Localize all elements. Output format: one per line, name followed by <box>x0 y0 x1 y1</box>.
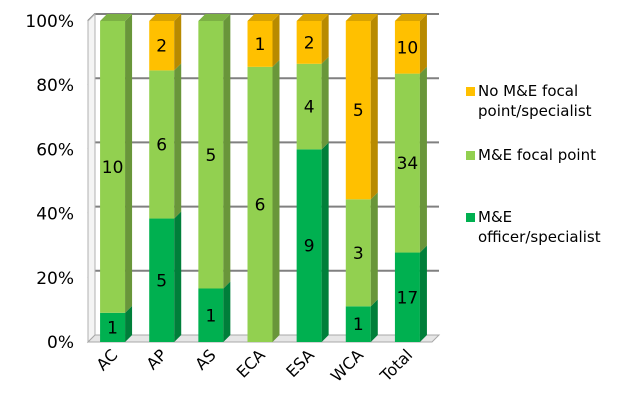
bar-segment-side <box>174 63 182 219</box>
bar-segment-side <box>370 192 378 307</box>
data-label: 3 <box>353 244 364 264</box>
data-label: 1 <box>255 35 266 55</box>
data-label: 10 <box>102 158 124 178</box>
bar-segment-side <box>125 305 133 342</box>
bar-segment <box>198 21 224 289</box>
bar-segment <box>296 63 322 150</box>
bar-segment-side <box>272 14 280 67</box>
bars <box>100 14 427 342</box>
bar-segment-side <box>321 14 329 64</box>
bar-segment <box>198 288 224 342</box>
legend: No M&E focal point/specialist M&E focal po… <box>466 82 601 246</box>
data-label: 5 <box>353 101 364 121</box>
bar-segment <box>394 73 420 253</box>
bar-segment-side <box>321 142 329 342</box>
legend-label: M&E <box>478 208 512 226</box>
axes: 0% 20% 40% 60% 80% 100% AC AP AS ECA ESA WCA Total <box>25 12 441 386</box>
bar-top-face <box>296 14 329 21</box>
data-label: 34 <box>397 154 419 174</box>
side-wall <box>87 12 96 344</box>
data-labels: 1 10 5 6 2 1 5 6 1 9 4 2 1 3 5 17 34 10 <box>102 33 418 338</box>
bar-segment <box>394 252 420 342</box>
bar-segment-side <box>174 211 182 342</box>
data-label: 17 <box>397 288 419 308</box>
bar-segment <box>149 218 175 342</box>
bar-segment-side <box>272 59 280 342</box>
bar-segment-side <box>419 66 427 253</box>
bar-top-face <box>198 14 231 21</box>
y-tick-label: 80% <box>36 76 74 96</box>
data-label: 2 <box>156 37 167 57</box>
bar-segment-side <box>223 14 231 289</box>
legend-swatch <box>466 87 475 96</box>
data-label: 5 <box>205 146 216 166</box>
bar-segment <box>296 149 322 342</box>
bar-segment <box>345 21 371 200</box>
bar-segment <box>100 21 126 313</box>
legend-label: officer/specialist <box>478 228 601 246</box>
data-label: 2 <box>304 33 315 53</box>
data-label: 10 <box>397 38 419 58</box>
y-tick-label: 100% <box>25 12 74 32</box>
x-tick-label: ESA <box>282 345 318 381</box>
y-tick-label: 0% <box>47 333 74 353</box>
bar-segment-side <box>419 14 427 74</box>
bar-top-face <box>149 14 182 21</box>
y-tick-label: 60% <box>36 140 74 160</box>
x-tick-label: ECA <box>233 345 269 381</box>
bar-segment <box>149 70 175 219</box>
x-tick-label: Total <box>376 345 417 386</box>
bar-segment <box>345 199 371 307</box>
bar-segment-side <box>321 56 329 150</box>
legend-label: M&E focal point <box>478 146 596 164</box>
bar-segment-side <box>223 281 231 342</box>
bar-segment-side <box>174 14 182 71</box>
bar-segment-side <box>419 245 427 342</box>
bar-top-face <box>247 14 280 21</box>
bar-segment-side <box>125 14 133 313</box>
bar-top-face <box>345 14 378 21</box>
y-tick-label: 20% <box>36 269 74 289</box>
bar-segment-side <box>370 299 378 342</box>
legend-label: point/specialist <box>478 102 592 120</box>
bar-segment <box>100 312 126 342</box>
legend-swatch <box>466 151 475 160</box>
bar-segment <box>345 306 371 342</box>
data-label: 1 <box>107 318 118 338</box>
data-label: 6 <box>156 135 167 155</box>
data-label: 1 <box>205 306 216 326</box>
bar-segment-side <box>370 14 378 200</box>
x-tick-label: WCA <box>327 345 367 385</box>
x-tick-label: AP <box>143 345 171 373</box>
data-label: 5 <box>156 271 167 291</box>
bar-segment <box>247 66 273 342</box>
bar-segment <box>247 21 273 67</box>
bar-top-face <box>394 14 427 21</box>
legend-label: No M&E focal <box>478 82 578 100</box>
x-tick-label: AS <box>191 345 219 373</box>
data-label: 9 <box>304 237 315 257</box>
bar-segment <box>394 21 420 74</box>
bar-segment <box>296 21 322 64</box>
bar-top-face <box>100 14 133 21</box>
legend-swatch <box>466 213 475 222</box>
y-tick-label: 40% <box>36 205 74 225</box>
data-label: 4 <box>304 98 315 118</box>
data-label: 6 <box>255 195 266 215</box>
x-tick-label: AC <box>93 345 122 374</box>
bar-segment <box>149 21 175 71</box>
data-label: 1 <box>353 315 364 335</box>
